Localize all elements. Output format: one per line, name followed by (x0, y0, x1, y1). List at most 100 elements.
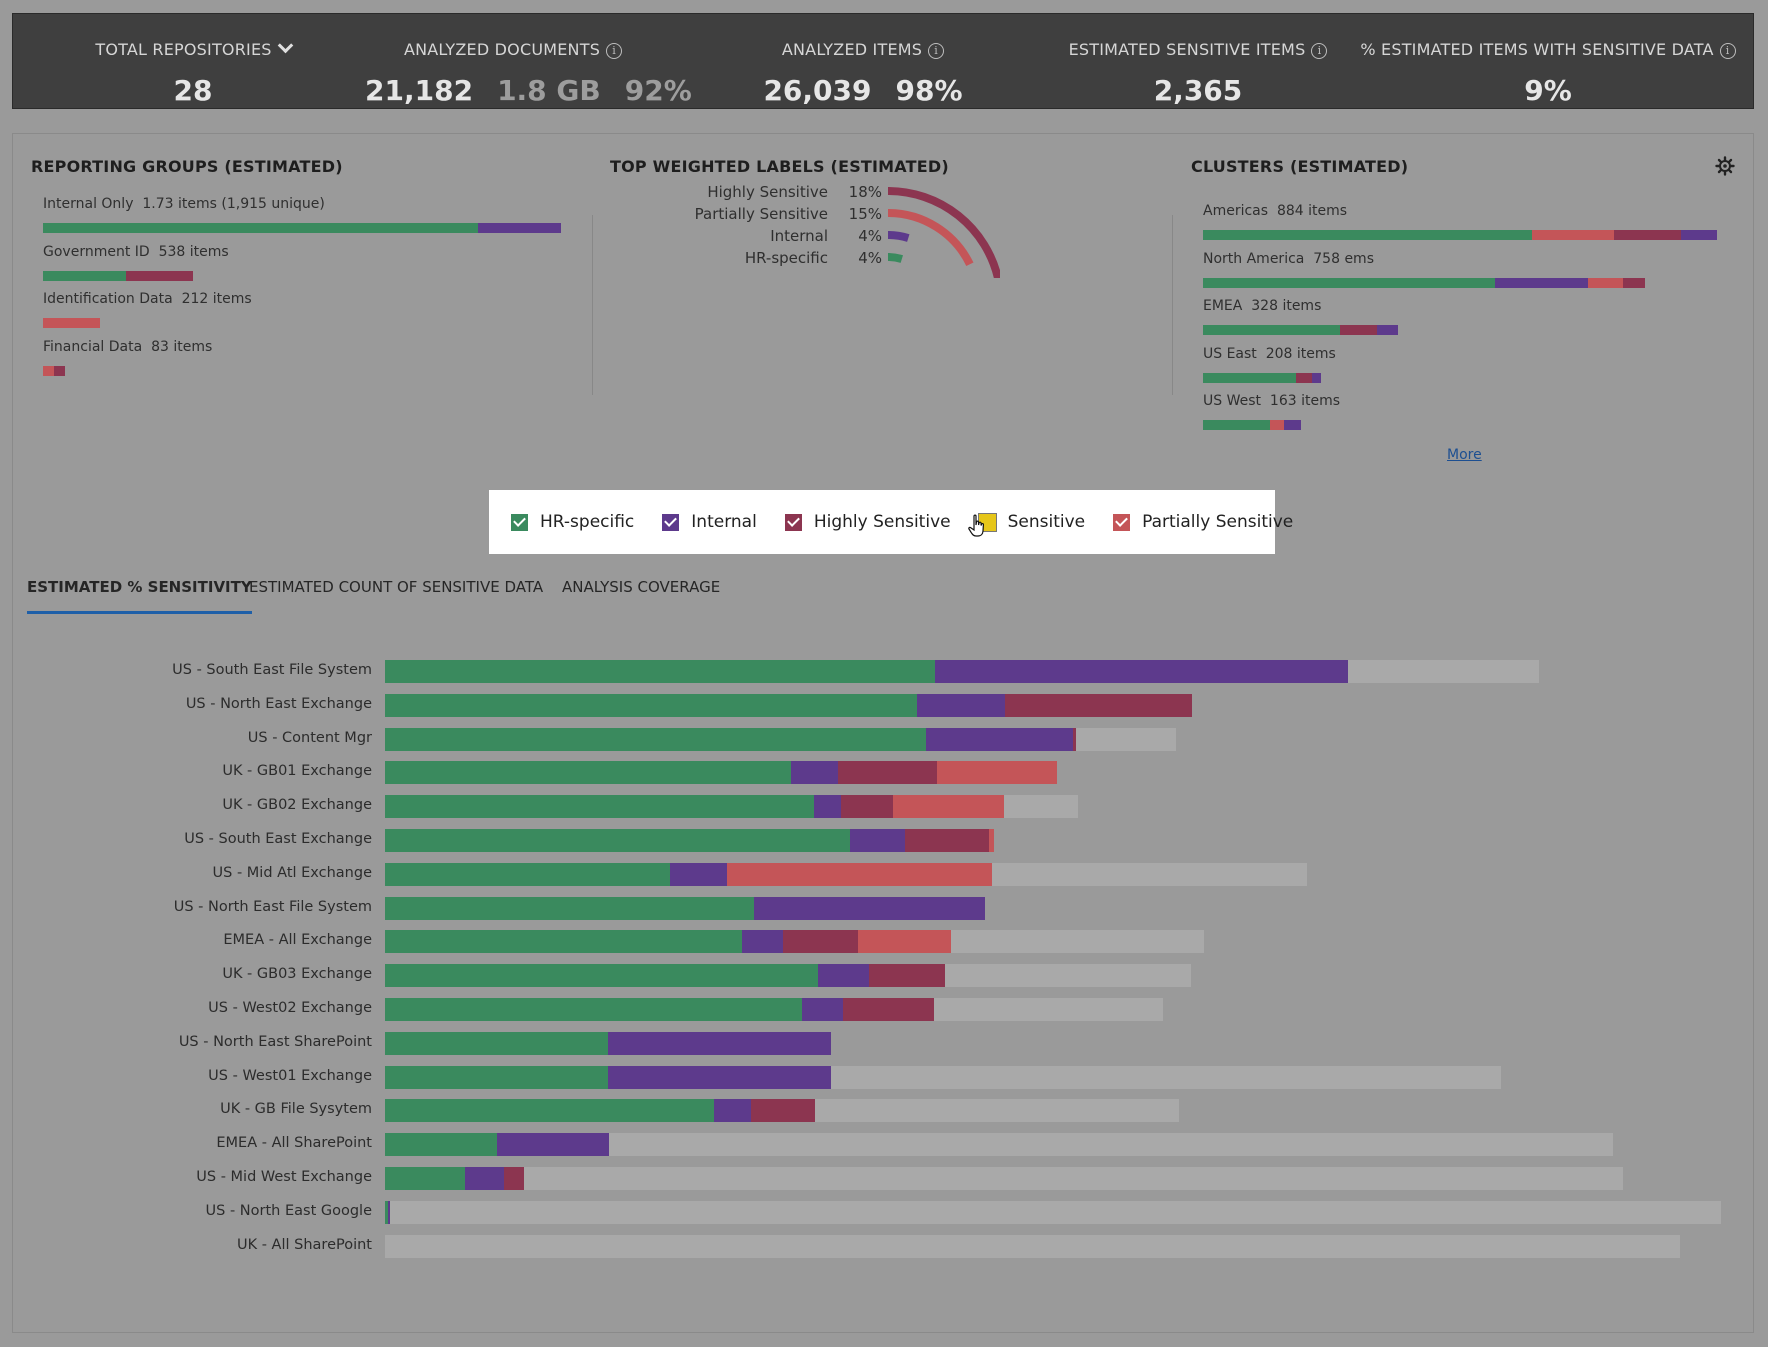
cluster-bar[interactable] (1203, 230, 1717, 240)
bar-segment-partially[interactable] (857, 930, 952, 954)
reporting-group-bar[interactable] (43, 318, 100, 328)
info-icon[interactable]: i (1311, 43, 1328, 59)
chart-row[interactable]: UK - GB01 Exchange (0, 761, 1768, 785)
bar-segment-highly[interactable] (843, 998, 935, 1021)
chart-row[interactable]: US - North East Exchange (0, 693, 1768, 718)
cluster-bar[interactable] (1203, 325, 1399, 335)
reporting-group-bar[interactable] (43, 365, 65, 376)
cluster-bar[interactable] (1203, 277, 1645, 288)
bar-segment-internal[interactable] (916, 693, 1005, 717)
legend-checkbox[interactable] (784, 513, 802, 531)
bar-segment-highly[interactable] (1073, 727, 1076, 751)
bar-segment-hr[interactable] (385, 896, 754, 920)
bar-segment-highly[interactable] (868, 964, 945, 988)
bar-segment-hr[interactable] (385, 761, 792, 785)
reporting-group-label[interactable]: Internal Only 1.73 items (1,915 unique) (43, 196, 325, 212)
legend-item-hr[interactable]: HR-specific (511, 512, 634, 532)
bar-segment-highly[interactable] (840, 795, 893, 819)
bar-segment-hr[interactable] (385, 727, 927, 751)
legend-item-sensitive[interactable]: Sensitive (977, 512, 1085, 532)
bar-segment-internal[interactable] (813, 795, 841, 819)
gear-icon[interactable] (1715, 156, 1735, 176)
chart-row[interactable]: US - North East Google (0, 1200, 1768, 1225)
reporting-group-label[interactable]: Government ID 538 items (43, 244, 229, 260)
legend-checkbox[interactable] (1113, 513, 1131, 531)
bar-segment-hr[interactable] (385, 693, 917, 717)
bar-segment-hr[interactable] (385, 660, 936, 683)
chart-row[interactable]: US - West01 Exchange (0, 1065, 1768, 1090)
bar-segment-partially[interactable] (892, 795, 1004, 819)
reporting-group-label[interactable]: Identification Data 212 items (43, 291, 252, 307)
bar-segment-internal[interactable] (753, 896, 985, 920)
chart-row[interactable]: US - West02 Exchange (0, 998, 1768, 1022)
bar-segment-hr[interactable] (385, 1133, 498, 1157)
chart-row[interactable]: US - Mid West Exchange (0, 1167, 1768, 1191)
info-icon[interactable]: i (606, 43, 623, 59)
chart-row[interactable]: UK - GB File Sysytem (0, 1099, 1768, 1123)
bar-segment-hr[interactable] (385, 964, 818, 988)
legend-item-highly[interactable]: Highly Sensitive (784, 512, 951, 532)
more-link[interactable]: More (1447, 447, 1482, 463)
legend-checkbox[interactable] (511, 513, 528, 531)
bar-segment-internal[interactable] (608, 1031, 832, 1055)
bar-segment-internal[interactable] (713, 1099, 752, 1123)
chart-row[interactable]: US - South East Exchange (0, 829, 1768, 853)
bar-segment-internal[interactable] (849, 829, 905, 852)
bar-segment-internal[interactable] (926, 727, 1074, 751)
bar-segment-hr[interactable] (385, 1099, 714, 1123)
cluster-label[interactable]: Americas 884 items (1203, 203, 1347, 219)
chevron-down-icon[interactable] (277, 37, 293, 54)
bar-segment-internal[interactable] (791, 761, 838, 785)
bar-segment-partially[interactable] (988, 829, 995, 852)
chart-row[interactable]: EMEA - All SharePoint (0, 1133, 1768, 1157)
chart-row[interactable]: US - South East File System (0, 660, 1768, 684)
legend-checkbox[interactable] (662, 513, 680, 531)
bar-segment-internal[interactable] (801, 998, 844, 1021)
bar-segment-hr[interactable] (385, 1167, 466, 1190)
cluster-label[interactable]: US West 163 items (1203, 393, 1340, 409)
bar-segment-partially[interactable] (936, 761, 1057, 785)
bar-segment-highly[interactable] (1004, 693, 1192, 717)
bar-segment-internal[interactable] (935, 660, 1349, 683)
bar-segment-hr[interactable] (385, 795, 814, 819)
bar-segment-highly[interactable] (783, 930, 858, 954)
chart-row[interactable]: US - North East SharePoint (0, 1031, 1768, 1056)
chart-row[interactable]: EMEA - All Exchange (0, 930, 1768, 954)
reporting-group-bar[interactable] (43, 270, 194, 281)
bar-segment-highly[interactable] (503, 1167, 524, 1190)
bar-segment-hr[interactable] (385, 930, 742, 954)
chart-row[interactable]: UK - GB03 Exchange (0, 964, 1768, 988)
chart-row[interactable]: US - Content Mgr (0, 727, 1768, 752)
reporting-group-label[interactable]: Financial Data 83 items (43, 339, 212, 355)
cluster-label[interactable]: North America 758 ems (1203, 251, 1374, 267)
info-icon[interactable]: i (928, 43, 945, 59)
bar-segment-highly[interactable] (904, 829, 989, 852)
legend-item-partially[interactable]: Partially Sensitive (1113, 512, 1293, 532)
info-icon[interactable]: i (1719, 43, 1736, 59)
cluster-label[interactable]: US East 208 items (1203, 346, 1336, 362)
chart-row[interactable]: US - North East File System (0, 896, 1768, 921)
bar-segment-hr[interactable] (385, 998, 802, 1021)
tab-estimated-count[interactable]: ESTIMATED COUNT OF SENSITIVE DATA (249, 578, 544, 596)
stat-total-repositories[interactable]: TOTAL REPOSITORIES 28 (33, 14, 353, 110)
chart-row[interactable]: UK - All SharePoint (0, 1234, 1768, 1259)
bar-segment-internal[interactable] (669, 862, 727, 886)
bar-segment-hr[interactable] (385, 829, 850, 852)
bar-segment-highly[interactable] (837, 761, 937, 785)
bar-segment-hr[interactable] (385, 862, 670, 886)
bar-segment-internal[interactable] (817, 964, 869, 988)
chart-row[interactable]: US - Mid Atl Exchange (0, 862, 1768, 887)
bar-segment-highly[interactable] (751, 1099, 816, 1123)
cluster-bar[interactable] (1203, 420, 1301, 430)
bar-segment-internal[interactable] (387, 1200, 391, 1224)
reporting-group-bar[interactable] (43, 223, 561, 233)
bar-segment-internal[interactable] (741, 930, 784, 954)
bar-segment-hr[interactable] (385, 1200, 388, 1224)
bar-segment-internal[interactable] (465, 1167, 504, 1190)
cluster-label[interactable]: EMEA 328 items (1203, 298, 1321, 314)
bar-segment-internal[interactable] (497, 1133, 610, 1157)
cluster-bar[interactable] (1203, 372, 1322, 383)
tab-estimated-sensitivity[interactable]: ESTIMATED % SENSITIVITY (27, 578, 252, 614)
bar-segment-hr[interactable] (385, 1031, 609, 1055)
legend-item-internal[interactable]: Internal (662, 512, 757, 532)
